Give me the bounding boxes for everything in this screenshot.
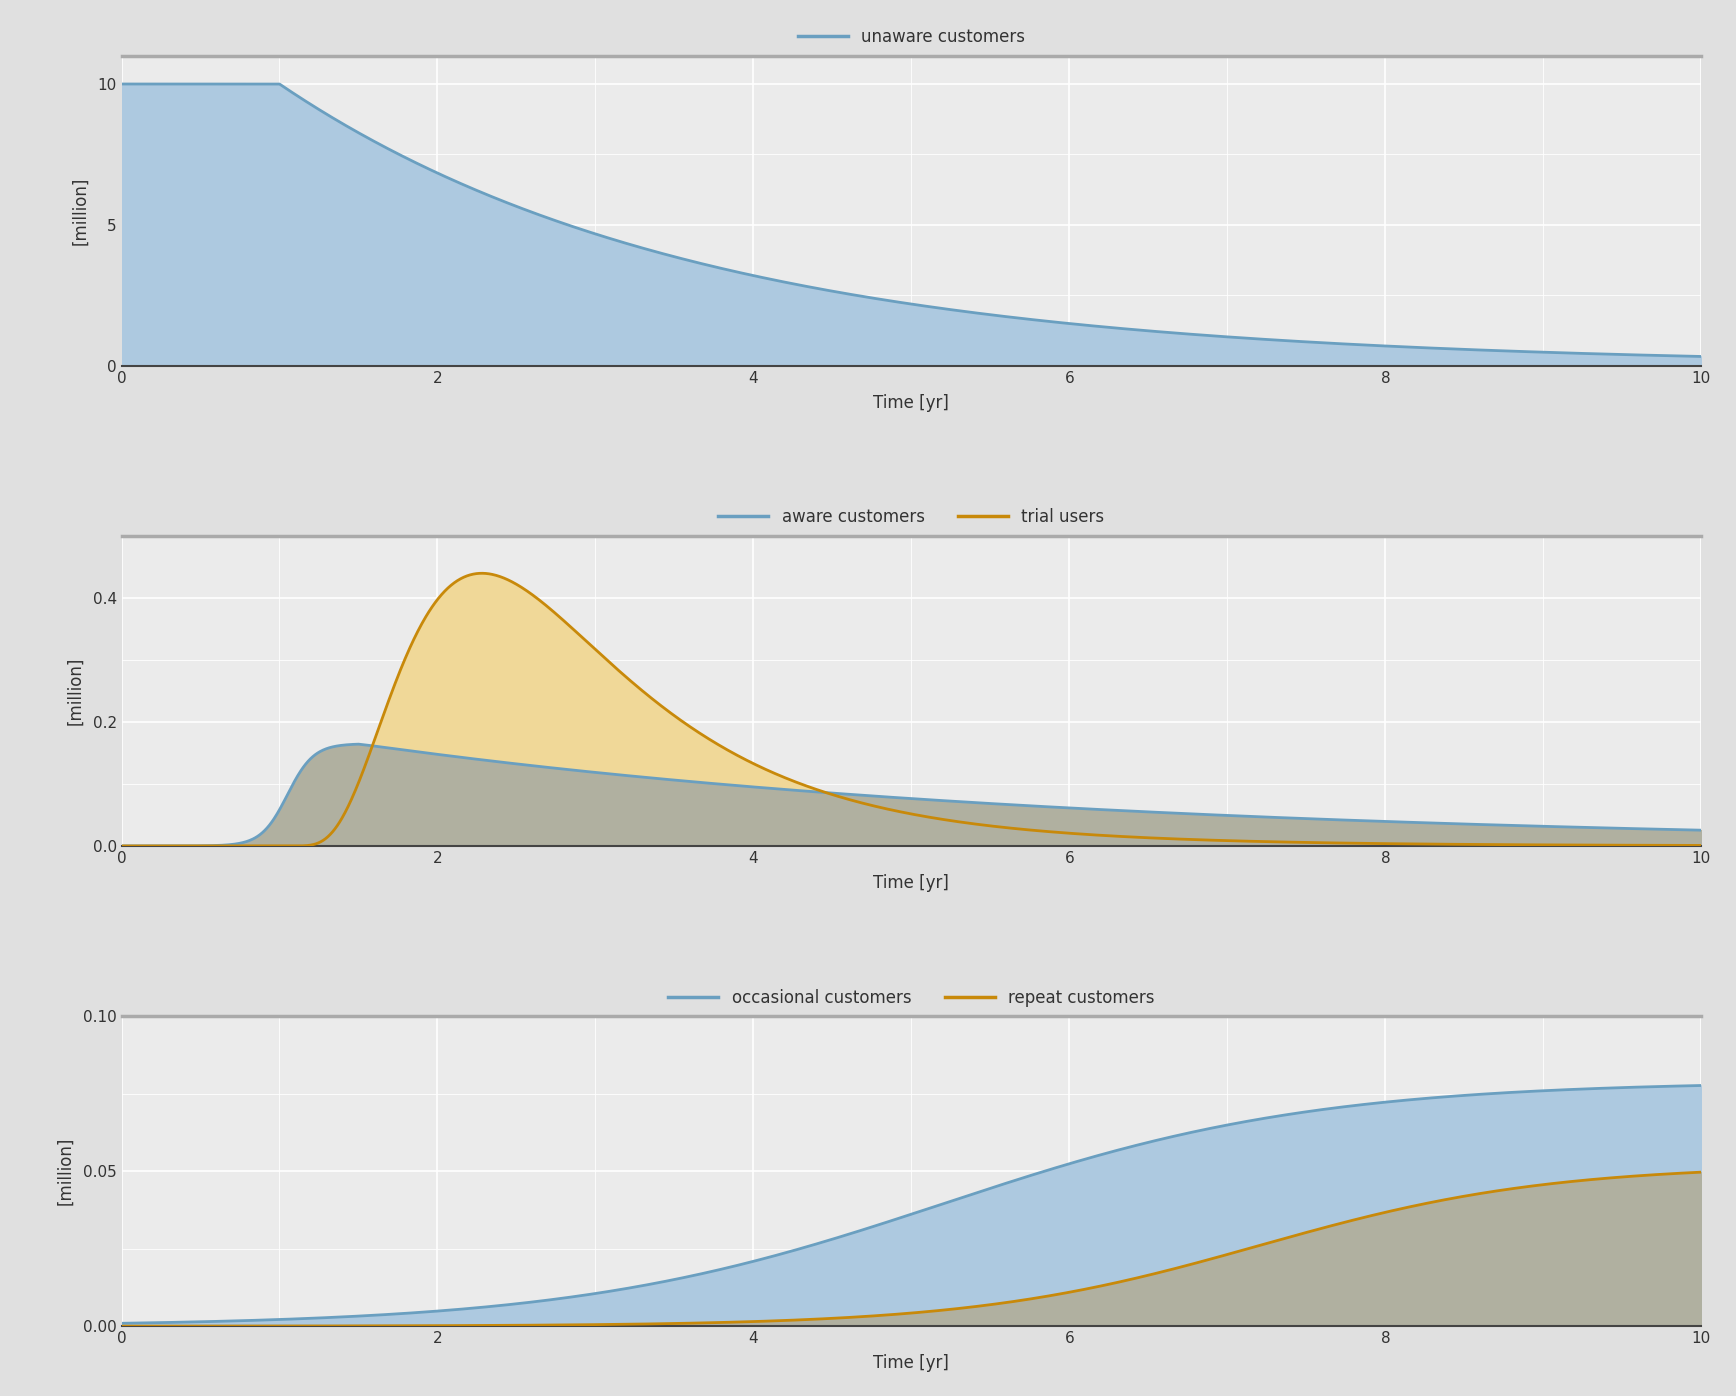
Legend: unaware customers: unaware customers (792, 21, 1031, 53)
Legend: aware customers, trial users: aware customers, trial users (712, 501, 1111, 533)
Y-axis label: [million]: [million] (66, 658, 85, 725)
Legend: occasional customers, repeat customers: occasional customers, repeat customers (661, 981, 1161, 1013)
X-axis label: Time [yr]: Time [yr] (873, 1354, 950, 1372)
Y-axis label: [million]: [million] (71, 176, 89, 244)
X-axis label: Time [yr]: Time [yr] (873, 874, 950, 892)
X-axis label: Time [yr]: Time [yr] (873, 394, 950, 412)
Y-axis label: [million]: [million] (57, 1138, 75, 1206)
